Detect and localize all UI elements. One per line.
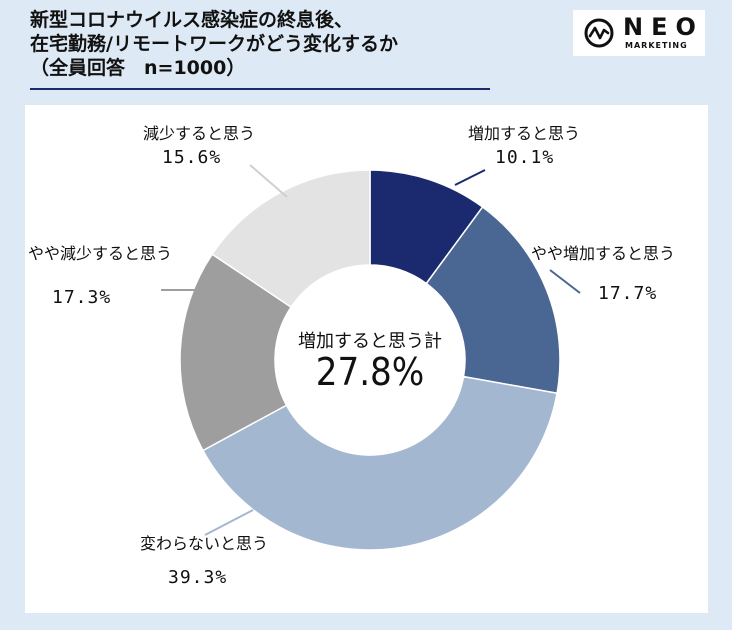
slice-decrease: [211, 169, 371, 309]
slice-label-no-change: 変わらないと思う: [140, 534, 269, 553]
slice-value-increase: 10.1%: [495, 147, 555, 168]
leader-line-no-change: [204, 509, 254, 536]
leader-line-increase: [454, 169, 486, 186]
title-line-2: 在宅勤務/リモートワークがどう変化するか: [30, 33, 398, 55]
slice-label-slight-increase: やや増加すると思う: [531, 244, 676, 263]
pulse-circle-icon: [584, 18, 614, 48]
slice-value-no-change: 39.3%: [168, 567, 228, 588]
chart-panel: 増加すると思う 10.1% やや増加すると思う 17.7% 変わらないと思う 3…: [25, 105, 708, 613]
chart-title: 新型コロナウイルス感染症の終息後、 在宅勤務/リモートワークがどう変化するか （…: [30, 8, 398, 80]
neo-marketing-logo: NEO MARKETING: [573, 10, 705, 56]
title-line-3: （全員回答 n=1000）: [30, 57, 246, 79]
donut-chart: [161, 164, 581, 551]
title-line-1: 新型コロナウイルス感染症の終息後、: [30, 9, 354, 31]
slice-slight-decrease: [179, 253, 293, 452]
leader-line-decrease: [249, 164, 288, 198]
logo-wordmark: NEO: [623, 13, 704, 41]
slice-value-slight-increase: 17.7%: [598, 283, 658, 304]
center-total-label: 増加すると思う計: [298, 331, 442, 352]
logo-subtitle: MARKETING: [625, 41, 688, 50]
slice-value-slight-decrease: 17.3%: [52, 287, 112, 308]
slice-value-decrease: 15.6%: [162, 147, 222, 168]
slice-label-increase: 増加すると思う: [468, 124, 581, 143]
title-underline: [30, 88, 490, 90]
slice-label-slight-decrease: やや減少すると思う: [28, 244, 173, 263]
slice-no-change: [201, 375, 558, 551]
slice-label-decrease: 減少すると思う: [143, 124, 256, 143]
leader-line-slight-increase: [549, 269, 581, 294]
center-total-value: 27.8%: [315, 350, 425, 394]
slice-slight-increase: [425, 205, 561, 395]
